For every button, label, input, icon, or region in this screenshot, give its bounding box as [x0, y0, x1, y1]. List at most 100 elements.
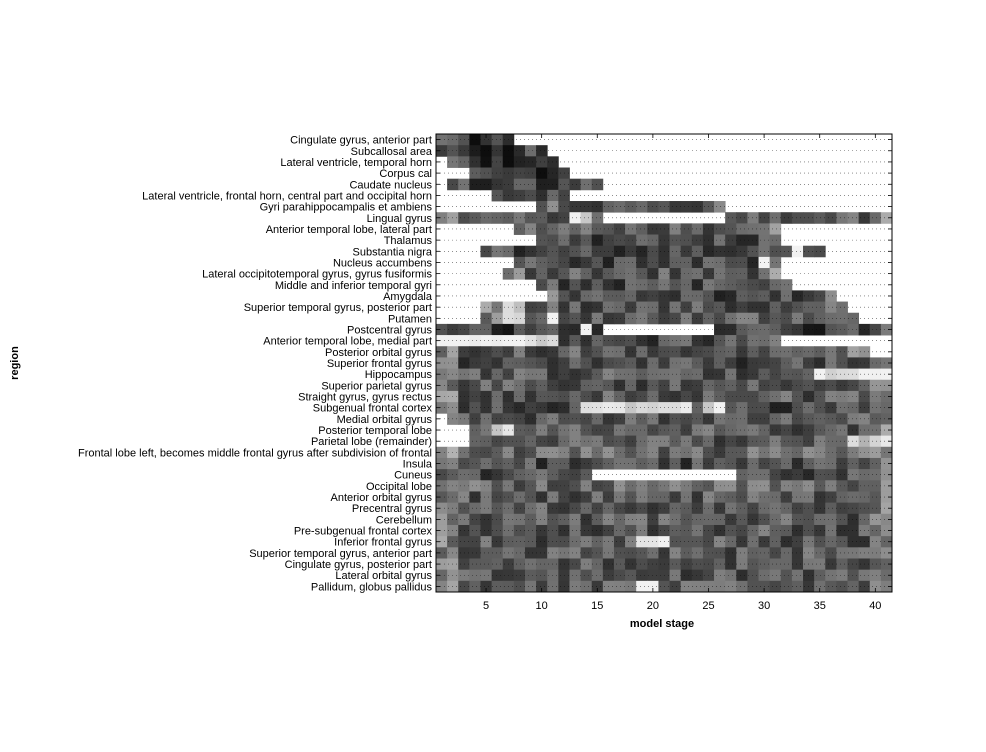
heatmap-cell — [536, 413, 548, 425]
heatmap-cell — [747, 245, 759, 258]
heatmap-cell — [736, 446, 748, 459]
heatmap-cell — [469, 212, 481, 224]
heatmap-cell — [880, 536, 893, 548]
heatmap-cell — [524, 569, 537, 582]
heatmap-cell — [647, 413, 659, 425]
heatmap-cell — [747, 223, 759, 235]
heatmap-cell — [625, 368, 637, 381]
heatmap-cell — [725, 290, 737, 302]
heatmap-cell — [469, 134, 481, 146]
heatmap-cell — [513, 390, 526, 403]
heatmap-cell — [436, 513, 448, 526]
heatmap-cell — [436, 335, 448, 347]
heatmap-cell — [869, 402, 882, 414]
heatmap-cell — [569, 346, 581, 358]
heatmap-cell — [747, 424, 759, 437]
heatmap-cell — [469, 167, 481, 180]
heatmap-cell — [469, 536, 481, 548]
x-tick-label: 35 — [814, 600, 826, 612]
heatmap-cell — [647, 357, 659, 369]
heatmap-cell — [814, 580, 826, 593]
region-label: Cuneus — [394, 470, 432, 482]
heatmap-cell — [580, 536, 593, 548]
heatmap-cell — [791, 491, 804, 504]
heatmap-cell — [647, 513, 659, 526]
heatmap-cell — [491, 513, 504, 526]
region-label: Lateral orbital gyrus — [335, 570, 432, 582]
heatmap-cell — [569, 469, 581, 481]
heatmap-cell — [747, 357, 759, 369]
y-tick-labels: Cingulate gyrus, anterior partSubcallosa… — [78, 135, 433, 594]
heatmap-cell — [480, 457, 493, 470]
heatmap-cell — [580, 223, 593, 235]
heatmap-cell — [469, 524, 481, 537]
heatmap-cell — [513, 167, 526, 180]
heatmap-cell — [569, 424, 581, 437]
heatmap-cell — [736, 290, 748, 302]
heatmap-cell — [869, 502, 882, 515]
heatmap-cell — [736, 390, 748, 403]
heatmap-cell — [847, 536, 860, 548]
heatmap-cell — [747, 256, 759, 269]
heatmap-cell — [536, 446, 548, 459]
heatmap-cell — [714, 513, 726, 526]
heatmap-cell — [769, 323, 782, 336]
heatmap-cell — [725, 502, 737, 515]
region-label: Pre-subgenual frontal cortex — [294, 526, 433, 538]
heatmap-cell — [591, 368, 604, 381]
heatmap-cell — [591, 502, 604, 515]
heatmap-cell — [691, 491, 704, 504]
heatmap-cell — [725, 335, 737, 347]
heatmap-cell — [791, 524, 804, 537]
heatmap-cell — [680, 201, 693, 213]
heatmap-cell — [847, 558, 860, 571]
heatmap-cell — [814, 469, 826, 481]
heatmap-cell — [591, 446, 604, 459]
heatmap-cell — [714, 446, 726, 459]
heatmap-cell — [869, 469, 882, 481]
heatmap-cell — [736, 268, 748, 280]
heatmap-cell — [469, 491, 481, 504]
heatmap-cell — [836, 491, 848, 504]
heatmap-cell — [524, 167, 537, 180]
x-axis-label: model stage — [630, 618, 694, 630]
heatmap-cell — [680, 234, 693, 247]
heatmap-cell — [580, 201, 593, 213]
heatmap-cell — [669, 335, 682, 347]
heatmap-cell — [613, 335, 626, 347]
heatmap-cell — [769, 524, 782, 537]
heatmap-cell — [747, 346, 759, 358]
heatmap-cell — [691, 357, 704, 369]
heatmap-cell — [836, 569, 848, 582]
heatmap-cell — [714, 569, 726, 582]
heatmap-cell — [825, 402, 837, 414]
heatmap-cell — [780, 569, 793, 582]
heatmap-cell — [736, 457, 748, 470]
heatmap-cell — [847, 446, 860, 459]
heatmap-cell — [691, 402, 704, 414]
heatmap-cell — [569, 558, 581, 571]
heatmap-cell — [647, 201, 659, 213]
heatmap-cell — [769, 390, 782, 403]
heatmap-cell — [513, 189, 526, 202]
heatmap-cell — [591, 424, 604, 437]
heatmap-cell — [569, 223, 581, 235]
heatmap-cell — [747, 268, 759, 280]
heatmap-cell — [491, 569, 504, 582]
heatmap-cell — [436, 491, 448, 504]
heatmap-cell — [814, 368, 826, 381]
heatmap-cell — [691, 457, 704, 470]
heatmap-cell — [725, 390, 737, 403]
heatmap-cell — [747, 480, 759, 492]
heatmap-cell — [580, 524, 593, 537]
heatmap-cell — [791, 245, 804, 258]
heatmap-cell — [680, 390, 693, 403]
heatmap-cell — [636, 402, 648, 414]
heatmap-cell — [680, 502, 693, 515]
heatmap-cell — [780, 524, 793, 537]
heatmap-cell — [491, 491, 504, 504]
heatmap-cell — [869, 212, 882, 224]
heatmap-cell — [636, 368, 648, 381]
heatmap-cell — [569, 323, 581, 336]
heatmap-cell — [480, 480, 493, 492]
